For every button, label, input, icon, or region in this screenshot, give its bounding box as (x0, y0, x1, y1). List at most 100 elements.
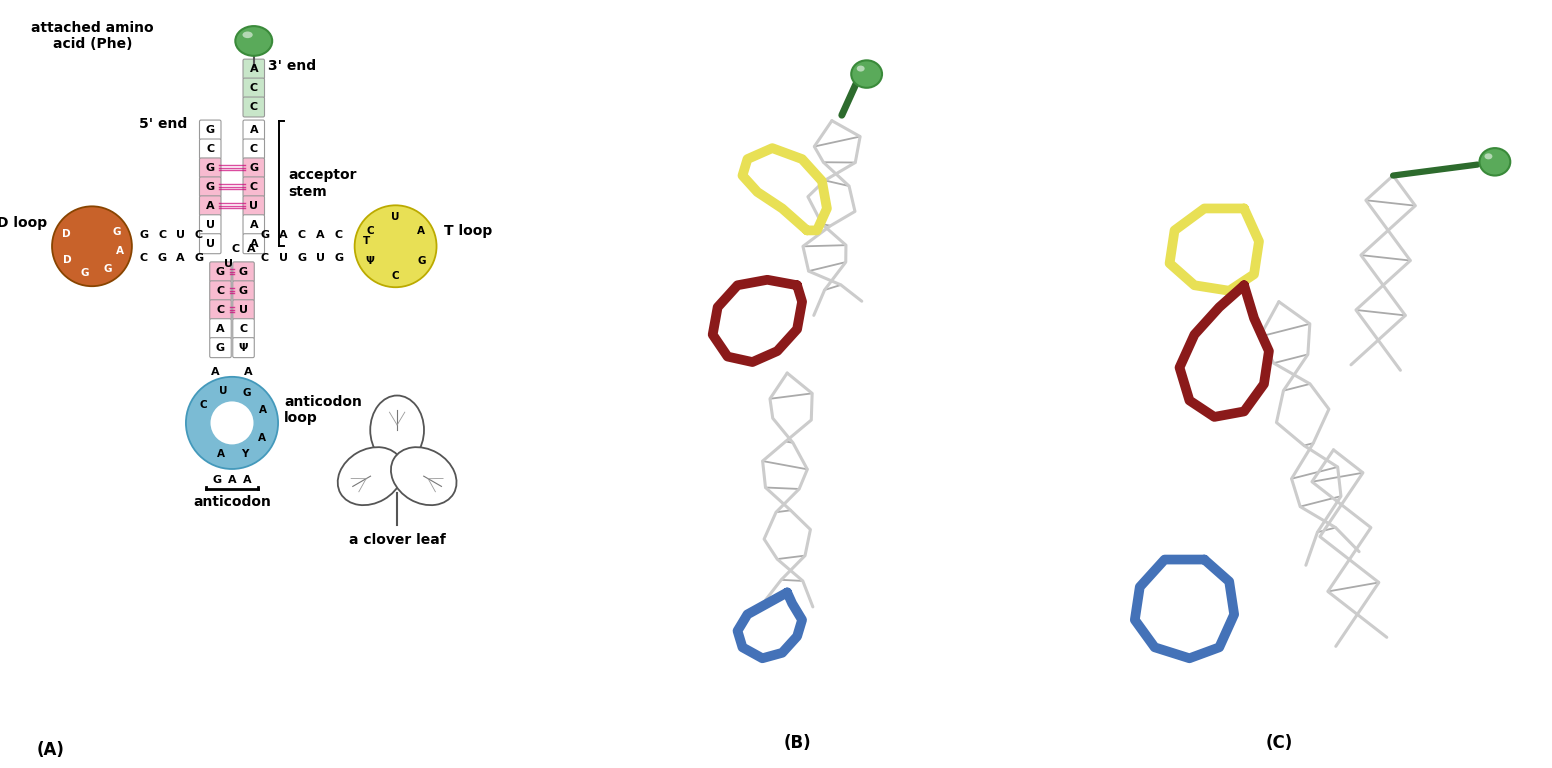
Text: C: C (250, 83, 258, 93)
FancyBboxPatch shape (200, 139, 220, 159)
Text: (C): (C) (1265, 734, 1293, 753)
FancyBboxPatch shape (233, 281, 255, 301)
FancyBboxPatch shape (210, 300, 231, 319)
Text: attached amino
acid (Phe): attached amino acid (Phe) (31, 21, 154, 51)
Text: A: A (244, 366, 253, 377)
Text: U: U (206, 220, 214, 230)
Text: (B): (B) (784, 734, 810, 753)
FancyBboxPatch shape (200, 158, 220, 178)
Text: G: G (158, 253, 166, 263)
FancyBboxPatch shape (233, 319, 255, 339)
Text: C: C (200, 400, 208, 410)
Text: A: A (216, 323, 225, 334)
Text: D: D (64, 255, 71, 266)
FancyBboxPatch shape (200, 196, 220, 216)
Text: A: A (228, 475, 236, 485)
FancyBboxPatch shape (200, 177, 220, 197)
FancyBboxPatch shape (244, 78, 264, 98)
Text: C: C (250, 182, 258, 192)
Text: a clover leaf: a clover leaf (349, 533, 445, 547)
Text: A: A (250, 125, 258, 135)
Text: Ψ: Ψ (365, 256, 374, 266)
Text: G: G (261, 230, 270, 240)
Ellipse shape (338, 447, 404, 505)
Text: G: G (206, 163, 214, 173)
FancyBboxPatch shape (244, 97, 264, 117)
Circle shape (354, 205, 436, 287)
Text: G: G (216, 343, 225, 353)
Ellipse shape (1479, 148, 1510, 176)
Text: acceptor
stem: acceptor stem (289, 168, 357, 198)
Text: A: A (211, 366, 220, 377)
Text: G: G (417, 256, 425, 266)
Text: Y: Y (241, 449, 248, 458)
Text: G: G (140, 230, 149, 240)
FancyBboxPatch shape (233, 338, 255, 358)
Text: U: U (391, 211, 400, 222)
Text: T loop: T loop (444, 224, 492, 238)
FancyBboxPatch shape (244, 139, 264, 159)
Text: U: U (279, 253, 289, 263)
Text: G: G (213, 475, 222, 485)
Ellipse shape (242, 31, 253, 38)
Text: U: U (206, 239, 214, 249)
Text: C: C (366, 227, 374, 237)
Text: C: C (250, 144, 258, 154)
FancyBboxPatch shape (233, 262, 255, 282)
Text: A: A (177, 253, 185, 263)
Circle shape (211, 402, 253, 445)
Text: U: U (219, 386, 227, 396)
Text: C: C (335, 230, 343, 240)
Text: A: A (279, 230, 287, 240)
Text: A: A (206, 200, 214, 211)
Text: U: U (223, 259, 233, 270)
Text: G: G (242, 388, 251, 398)
FancyBboxPatch shape (200, 233, 220, 253)
Text: G: G (206, 182, 214, 192)
Ellipse shape (850, 61, 882, 88)
Text: A: A (317, 230, 324, 240)
Text: C: C (196, 230, 203, 240)
Text: C: C (239, 323, 248, 334)
Text: A: A (116, 247, 124, 257)
Text: C: C (216, 286, 225, 296)
Text: G: G (250, 163, 258, 173)
FancyBboxPatch shape (233, 300, 255, 319)
Text: G: G (104, 264, 112, 274)
Text: A: A (250, 239, 258, 249)
Text: G: G (239, 266, 248, 277)
Text: A: A (417, 227, 425, 237)
Text: Ψ: Ψ (239, 343, 248, 353)
Text: A: A (250, 64, 258, 74)
FancyBboxPatch shape (244, 177, 264, 197)
Ellipse shape (857, 65, 864, 71)
Text: C: C (140, 253, 147, 263)
FancyBboxPatch shape (210, 319, 231, 339)
Text: (A): (A) (36, 741, 64, 759)
Text: C: C (250, 102, 258, 112)
Text: U: U (175, 230, 185, 240)
Text: D: D (62, 230, 71, 240)
Text: U: U (239, 305, 248, 315)
FancyBboxPatch shape (244, 158, 264, 178)
Text: 3' end: 3' end (268, 58, 317, 72)
Text: A: A (258, 432, 265, 442)
Text: G: G (194, 253, 203, 263)
Text: anticodon: anticodon (192, 495, 272, 508)
FancyBboxPatch shape (200, 215, 220, 235)
Text: C: C (298, 230, 306, 240)
Text: G: G (81, 269, 88, 279)
Text: U: U (250, 200, 258, 211)
Text: A: A (244, 475, 251, 485)
Ellipse shape (371, 396, 424, 465)
Text: A: A (247, 243, 256, 254)
FancyBboxPatch shape (200, 120, 220, 140)
FancyBboxPatch shape (210, 338, 231, 358)
Text: A: A (250, 220, 258, 230)
Ellipse shape (236, 26, 272, 56)
FancyBboxPatch shape (244, 59, 264, 79)
Text: G: G (334, 253, 343, 263)
Text: C: C (231, 243, 241, 254)
Text: G: G (216, 266, 225, 277)
Text: C: C (261, 253, 268, 263)
